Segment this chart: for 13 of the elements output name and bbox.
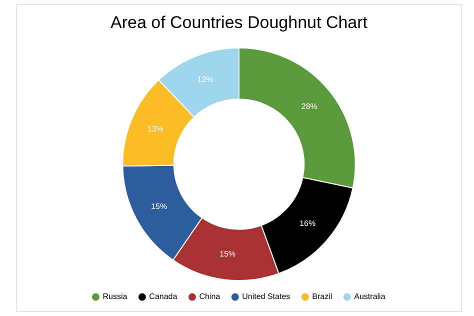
legend-label: Australia: [354, 292, 386, 302]
legend-label: Canada: [149, 292, 178, 302]
legend-label: China: [199, 292, 221, 302]
data-label: 12%: [197, 75, 214, 84]
chart-title: Area of Countries Doughnut Chart: [110, 12, 368, 32]
legend-label: Brazil: [312, 292, 332, 302]
data-label: 15%: [220, 249, 236, 258]
legend-label: Russia: [102, 292, 128, 302]
data-label: 13%: [147, 124, 164, 134]
data-label: 16%: [300, 218, 316, 228]
data-label: 15%: [151, 202, 168, 212]
data-label: 28%: [301, 102, 318, 112]
legend-label: United States: [242, 292, 290, 302]
